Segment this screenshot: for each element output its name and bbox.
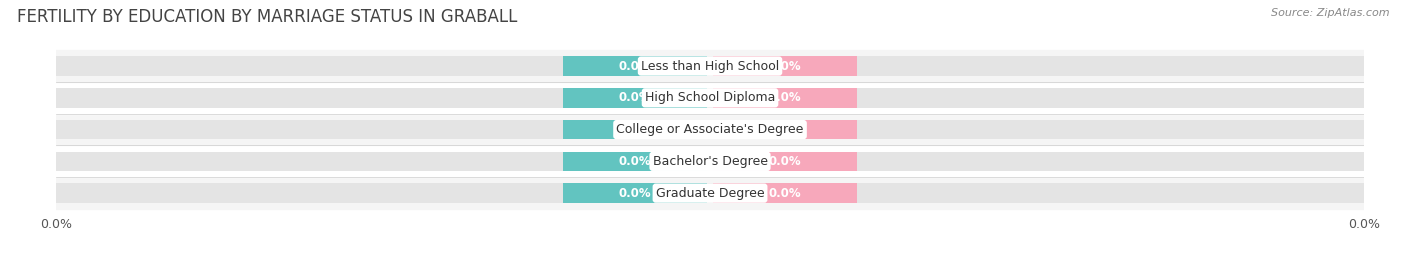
Text: Bachelor's Degree: Bachelor's Degree <box>652 155 768 168</box>
Text: 0.0%: 0.0% <box>769 91 801 104</box>
Bar <box>56 146 1364 177</box>
Text: Graduate Degree: Graduate Degree <box>655 187 765 200</box>
Text: 0.0%: 0.0% <box>769 187 801 200</box>
Bar <box>56 50 1364 82</box>
Text: 0.0%: 0.0% <box>619 155 651 168</box>
Bar <box>562 151 707 171</box>
Bar <box>562 56 707 76</box>
Text: 0.0%: 0.0% <box>769 123 801 136</box>
Text: Source: ZipAtlas.com: Source: ZipAtlas.com <box>1271 8 1389 18</box>
Text: High School Diploma: High School Diploma <box>645 91 775 104</box>
Bar <box>562 120 707 139</box>
Text: 0.0%: 0.0% <box>619 123 651 136</box>
Bar <box>56 120 1364 139</box>
Text: Less than High School: Less than High School <box>641 60 779 73</box>
Bar <box>56 114 1364 146</box>
Bar <box>562 88 707 108</box>
Text: College or Associate's Degree: College or Associate's Degree <box>616 123 804 136</box>
Text: 0.0%: 0.0% <box>619 187 651 200</box>
Bar <box>56 88 1364 108</box>
Text: 0.0%: 0.0% <box>769 60 801 73</box>
Bar <box>56 183 1364 203</box>
Bar <box>56 151 1364 171</box>
Bar <box>713 88 858 108</box>
Bar <box>713 183 858 203</box>
Bar <box>713 120 858 139</box>
Bar <box>56 177 1364 209</box>
Text: 0.0%: 0.0% <box>769 155 801 168</box>
Legend: Married, Unmarried: Married, Unmarried <box>620 266 800 270</box>
Text: 0.0%: 0.0% <box>619 91 651 104</box>
Bar <box>56 56 1364 76</box>
Text: 0.0%: 0.0% <box>619 60 651 73</box>
Bar <box>713 151 858 171</box>
Bar <box>56 82 1364 114</box>
Text: FERTILITY BY EDUCATION BY MARRIAGE STATUS IN GRABALL: FERTILITY BY EDUCATION BY MARRIAGE STATU… <box>17 8 517 26</box>
Bar <box>562 183 707 203</box>
Bar <box>713 56 858 76</box>
